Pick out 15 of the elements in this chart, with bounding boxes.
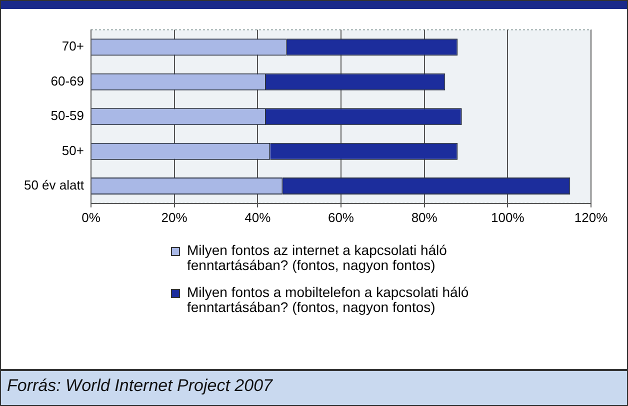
y-tick-label: 50-59	[50, 108, 84, 124]
legend-label: Milyen fontos a mobiltelefon a kapcsolati háló fenntartásában? (fontos, nagyon fontos)	[187, 284, 470, 315]
y-tick-label: 70+	[62, 38, 84, 54]
text: Forrás: World Internet Project 2007	[1, 369, 627, 405]
x-tick-label: 60%	[328, 210, 354, 225]
y-tick-label: 50 év alatt	[24, 178, 84, 193]
x-tick-label: 20%	[161, 210, 188, 225]
legend-label: Milyen fontos az internet a kapcsolati háló fenntartásában? (fontos, nagyon fontos)	[187, 242, 448, 273]
x-tick-label: 80%	[411, 210, 438, 225]
x-tick-label: 120%	[574, 210, 608, 225]
y-tick-label: 50+	[62, 142, 84, 158]
y-tick-label: 60-69	[50, 73, 84, 88]
x-tick-label: 40%	[244, 210, 272, 225]
x-tick-label: 100%	[491, 210, 525, 225]
x-tick-label: 0%	[82, 210, 101, 225]
